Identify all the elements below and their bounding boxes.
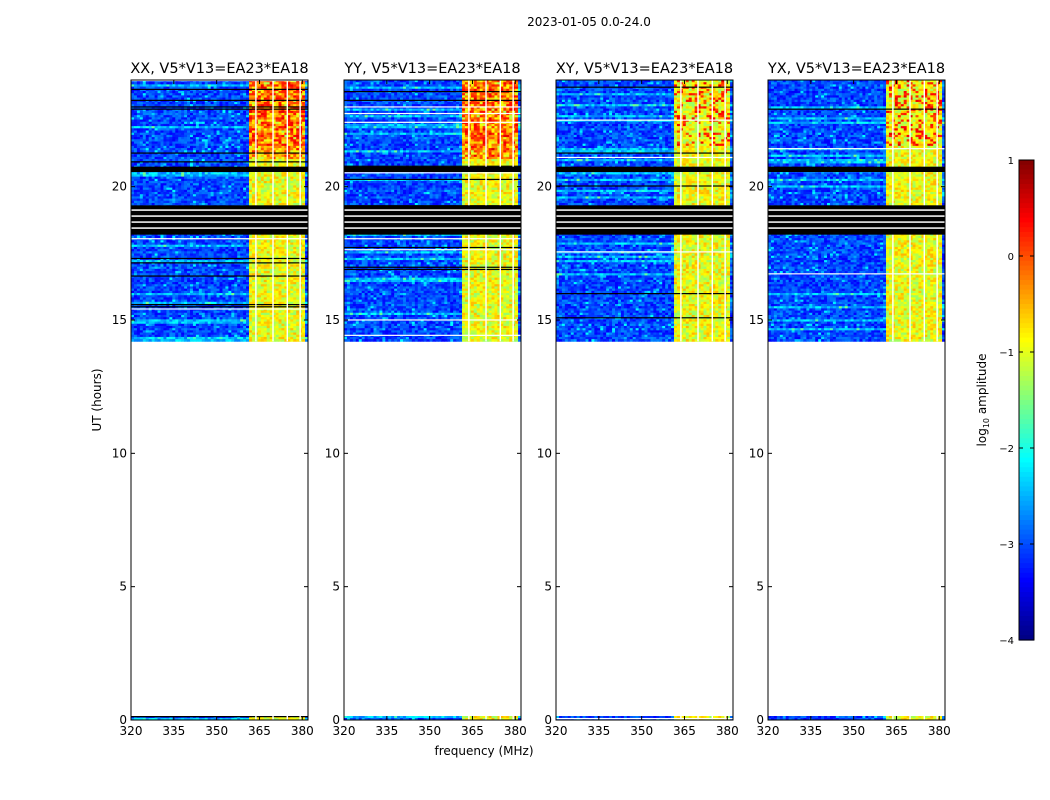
y-axis-label: UT (hours) xyxy=(90,368,104,431)
flag-line xyxy=(131,716,308,717)
heatmap-cells-xx xyxy=(131,80,308,720)
flag-line xyxy=(131,106,308,107)
figure: 2023-01-05 0.0-24.0 frequency (MHz) UT (… xyxy=(0,0,1050,800)
flag-line xyxy=(131,100,308,101)
flag-line xyxy=(131,161,308,162)
figure-suptitle: 2023-01-05 0.0-24.0 xyxy=(527,15,651,29)
x-axis-label: frequency (MHz) xyxy=(434,744,533,758)
flag-line xyxy=(131,152,308,153)
flag-line xyxy=(131,89,308,90)
flag-line xyxy=(131,109,308,110)
